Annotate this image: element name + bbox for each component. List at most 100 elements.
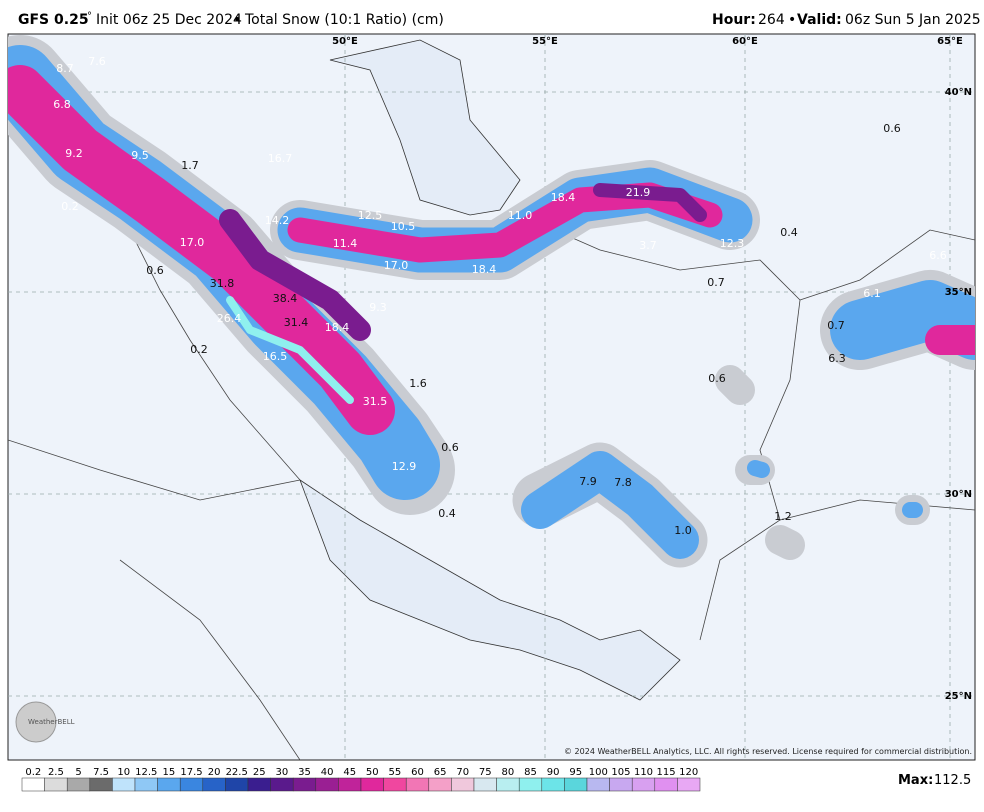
max-value: 112.5 xyxy=(934,773,971,788)
lat-label: 40°N xyxy=(945,87,972,98)
snow-value: 0.6 xyxy=(441,441,459,454)
product: Total Snow (10:1 Ratio) (cm) xyxy=(244,12,444,28)
separator: • xyxy=(233,12,241,28)
snow-value: 0.6 xyxy=(883,122,901,135)
legend-swatch xyxy=(383,777,407,792)
snow-value: 1.0 xyxy=(674,524,692,537)
snow-value: 0.4 xyxy=(780,226,798,239)
legend-swatch xyxy=(315,777,339,792)
snow-value: 16.5 xyxy=(263,350,288,363)
legend-swatch xyxy=(518,777,543,792)
legend-tick-label: 65 xyxy=(434,767,447,778)
snow-value: 18.4 xyxy=(472,263,497,276)
snow-value: 6.6 xyxy=(929,249,947,262)
snow-value: 16.7 xyxy=(268,152,293,165)
border xyxy=(8,439,301,501)
legend-tick-label: 85 xyxy=(524,767,537,778)
legend-tick-label: 60 xyxy=(411,767,424,778)
legend-swatch xyxy=(541,777,565,792)
snow-cyan xyxy=(226,296,354,404)
persian-gulf xyxy=(299,478,681,701)
border xyxy=(119,559,301,760)
valid-label: Valid: xyxy=(797,12,842,28)
legend-swatch xyxy=(44,777,68,792)
lon-label: 55°E xyxy=(532,36,558,47)
legend-tick-label: 7.5 xyxy=(93,767,109,778)
lon-label: 50°E xyxy=(332,36,358,47)
legend-swatch xyxy=(247,777,271,792)
legend-swatch xyxy=(609,777,633,792)
logo-icon xyxy=(15,701,57,743)
legend-swatch xyxy=(21,777,45,792)
snow-value: 1.7 xyxy=(181,159,199,172)
snow-value: 26.4 xyxy=(217,312,242,325)
snow-value: 31.4 xyxy=(284,316,309,329)
border xyxy=(799,229,975,301)
snow-value: 0.7 xyxy=(827,319,845,332)
max-label: Max: xyxy=(898,773,933,788)
snow-value: 38.4 xyxy=(273,292,298,305)
degree: ° xyxy=(87,11,92,22)
legend-swatch xyxy=(134,777,158,792)
borders xyxy=(8,214,975,760)
legend-tick-label: 90 xyxy=(547,767,560,778)
border xyxy=(129,229,301,481)
lat-labels: 40°N 35°N 30°N 25°N xyxy=(945,87,972,702)
legend-swatch xyxy=(631,777,656,792)
snow-value: 0.4 xyxy=(438,507,456,520)
legend-tick-label: 40 xyxy=(321,767,334,778)
border xyxy=(519,214,801,641)
legend-swatch xyxy=(292,777,317,792)
legend-tick-label: 12.5 xyxy=(135,767,157,778)
model: GFS 0.25 xyxy=(18,12,89,28)
value-labels: 8.7 7.6 6.8 9.2 9.5 1.7 16.7 0.2 17.0 14.2 12.5 10.… xyxy=(53,55,947,537)
legend-swatch xyxy=(179,777,204,792)
legend-tick-label: 25 xyxy=(253,767,266,778)
snow-value: 1.6 xyxy=(409,377,427,390)
lon-label: 65°E xyxy=(937,36,963,47)
snow-value: 6.3 xyxy=(828,352,846,365)
snow-purple xyxy=(219,183,707,341)
snow-value: 7.8 xyxy=(614,476,632,489)
legend-tick-label: 20 xyxy=(208,767,221,778)
legend-swatch xyxy=(338,777,362,792)
border xyxy=(779,499,975,521)
snow-value: 0.7 xyxy=(707,276,725,289)
map xyxy=(7,33,976,761)
legend-swatch xyxy=(66,777,91,792)
legend-tick-label: 120 xyxy=(679,767,698,778)
legend-swatch xyxy=(586,777,610,792)
snow-value: 18.4 xyxy=(551,191,576,204)
legend-tick-label: 110 xyxy=(634,767,653,778)
legend-tick-label: 55 xyxy=(389,767,402,778)
snow-value: 31.8 xyxy=(210,277,235,290)
legend-tick-label: 15 xyxy=(163,767,176,778)
lat-label: 35°N xyxy=(945,287,972,298)
lat-label: 25°N xyxy=(945,691,972,702)
legend-swatch xyxy=(677,777,701,792)
snow-value: 11.0 xyxy=(508,209,533,222)
snow-value: 0.6 xyxy=(708,372,726,385)
lon-labels: 50°E 55°E 60°E 65°E xyxy=(332,36,963,47)
snow-value: 3.7 xyxy=(639,239,657,252)
legend-tick-label: 105 xyxy=(611,767,630,778)
legend-tick-label: 22.5 xyxy=(226,767,248,778)
legend-tick-label: 80 xyxy=(502,767,515,778)
snow-value: 0.2 xyxy=(190,343,208,356)
snow-value: 12.9 xyxy=(392,460,417,473)
snow-value: 0.2 xyxy=(61,200,79,213)
snow-value: 17.0 xyxy=(180,236,205,249)
legend-tick-label: 17.5 xyxy=(180,767,202,778)
legend-swatch xyxy=(225,777,249,792)
legend-tick-label: 50 xyxy=(366,767,379,778)
legend-tick-label: 100 xyxy=(589,767,608,778)
caspian-sea xyxy=(329,39,521,216)
legend-tick-label: 35 xyxy=(298,767,311,778)
legend-tick-label: 5 xyxy=(75,767,81,778)
legend-swatch xyxy=(202,777,226,792)
snow-value: 21.9 xyxy=(626,186,651,199)
init: Init 06z 25 Dec 2024 xyxy=(96,12,242,28)
snow-value: 6.1 xyxy=(863,287,881,300)
snow-value: 12.3 xyxy=(720,237,745,250)
